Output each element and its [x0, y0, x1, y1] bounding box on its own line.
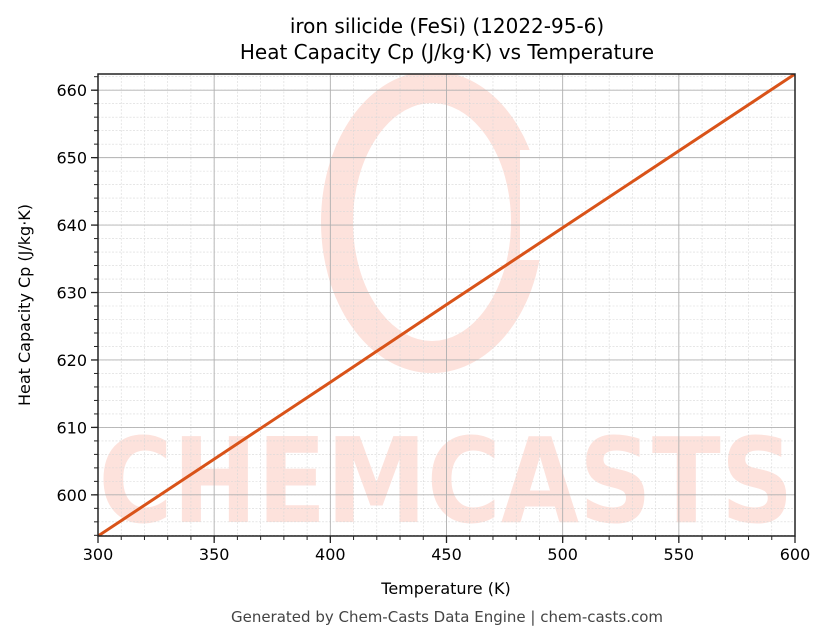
y-tick-label: 660 [56, 81, 87, 100]
y-tick-label: 610 [56, 418, 87, 437]
x-axis-label: Temperature (K) [380, 579, 510, 598]
x-tick-label: 350 [199, 545, 230, 564]
y-tick-label: 640 [56, 216, 87, 235]
x-tick-label: 400 [315, 545, 346, 564]
y-tick-label: 600 [56, 486, 87, 505]
chart-subtitle: Heat Capacity Cp (J/kg·K) vs Temperature [239, 40, 655, 64]
footer-credit: Generated by Chem-Casts Data Engine | ch… [230, 608, 664, 626]
y-tick-label: 630 [56, 284, 87, 303]
x-tick-label: 500 [547, 545, 578, 564]
x-tick-label: 300 [83, 545, 114, 564]
y-tick-label: 650 [56, 149, 87, 168]
axis-ticks [91, 76, 796, 543]
x-tick-label: 550 [664, 545, 695, 564]
x-tick-label: 450 [431, 545, 462, 564]
y-tick-label: 620 [56, 351, 87, 370]
x-tick-label: 600 [780, 545, 811, 564]
watermark-text: CHEMCASTS [99, 412, 794, 550]
watermark: CHEMCASTS [99, 74, 794, 550]
series-line [98, 74, 795, 536]
y-tick-labels: 600 610 620 630 640 650 660 [56, 81, 87, 505]
chart-title: iron silicide (FeSi) (12022-95-6) [289, 14, 605, 38]
data-series [98, 74, 795, 536]
x-tick-labels: 300 350 400 450 500 550 600 [83, 545, 811, 564]
watermark-logo-icon [321, 74, 543, 373]
y-axis-label: Heat Capacity Cp (J/kg·K) [15, 204, 34, 406]
